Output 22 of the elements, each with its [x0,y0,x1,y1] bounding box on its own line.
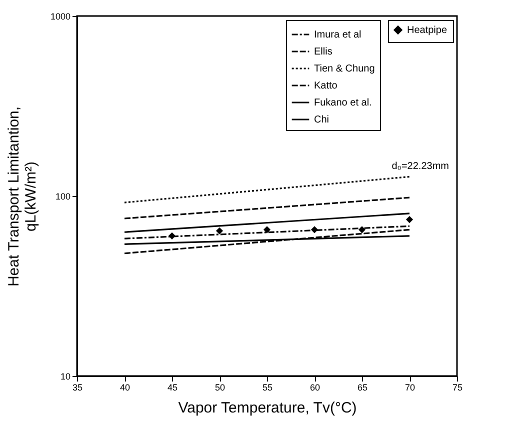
legend-label: Ellis [314,46,332,58]
y-tick-label: 1000 [50,12,70,22]
x-tick-label: 40 [120,382,130,392]
x-tick-label: 35 [72,382,83,392]
legend-label: Imura et al [314,30,362,40]
x-tick-label: 45 [167,382,178,392]
x-axis-title: Vapor Temperature, Tv(°C) [178,400,357,416]
annotation: d₀=22.23mm [392,161,449,172]
legend-label: Katto [314,80,338,92]
legend-label: Fukano et al. [314,98,372,108]
legend-label: Tien & Chung [314,64,375,74]
legend-label: Heatpipe [407,25,448,36]
y-axis-title: Heat Transport Limitantion, qL(kW/m²) [5,106,40,287]
x-tick-label: 55 [262,382,273,392]
x-tick-label: 50 [214,382,226,392]
x-tick-label: 65 [357,382,368,392]
x-tick-label: 75 [452,382,463,392]
x-tick-label: 60 [310,382,320,392]
y-tick-label: 10 [60,372,70,382]
y-tick-label: 100 [55,192,70,202]
x-tick-label: 70 [404,382,416,392]
legend-label: Chi [314,114,330,126]
